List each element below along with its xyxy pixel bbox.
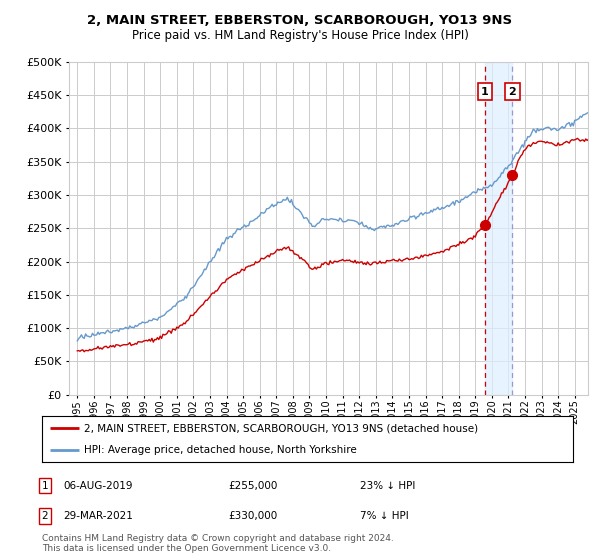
Text: 2, MAIN STREET, EBBERSTON, SCARBOROUGH, YO13 9NS: 2, MAIN STREET, EBBERSTON, SCARBOROUGH, … [88,14,512,27]
Text: 06-AUG-2019: 06-AUG-2019 [63,480,133,491]
Text: 1: 1 [41,480,49,491]
Text: HPI: Average price, detached house, North Yorkshire: HPI: Average price, detached house, Nort… [85,445,357,455]
Bar [485,62,512,395]
Text: 2: 2 [509,87,516,96]
Text: £330,000: £330,000 [228,511,277,521]
Text: 2: 2 [41,511,49,521]
Text: 29-MAR-2021: 29-MAR-2021 [63,511,133,521]
Text: Price paid vs. HM Land Registry's House Price Index (HPI): Price paid vs. HM Land Registry's House … [131,29,469,42]
Text: 1: 1 [481,87,489,96]
Text: 7% ↓ HPI: 7% ↓ HPI [360,511,409,521]
Text: £255,000: £255,000 [228,480,277,491]
Text: 23% ↓ HPI: 23% ↓ HPI [360,480,415,491]
Text: Contains HM Land Registry data © Crown copyright and database right 2024.
This d: Contains HM Land Registry data © Crown c… [42,534,394,553]
Text: 2, MAIN STREET, EBBERSTON, SCARBOROUGH, YO13 9NS (detached house): 2, MAIN STREET, EBBERSTON, SCARBOROUGH, … [85,423,479,433]
